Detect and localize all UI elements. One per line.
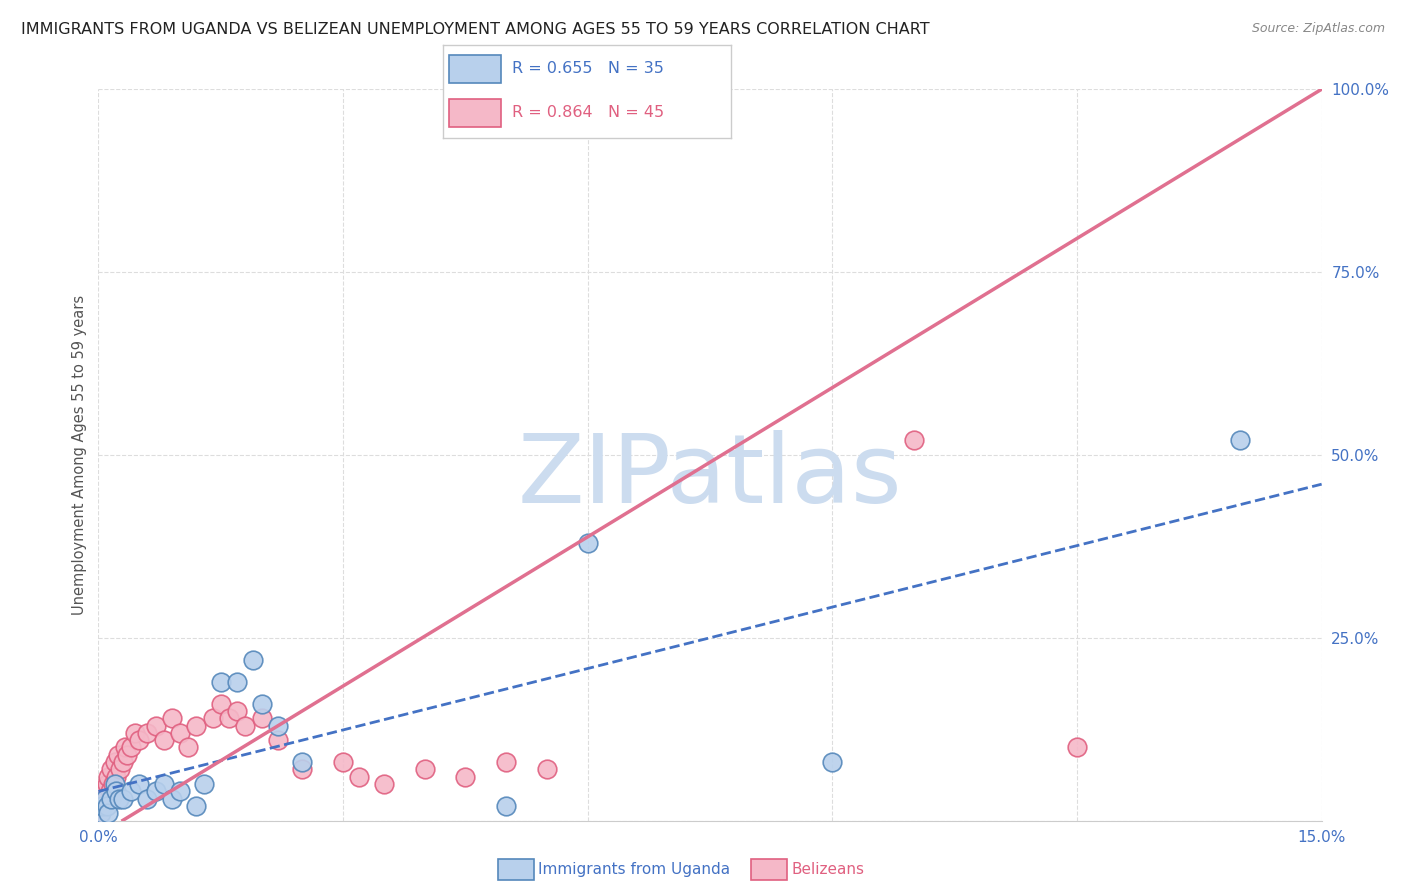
Point bbox=[90, 806, 112, 821]
Point bbox=[576, 89, 599, 103]
Point bbox=[250, 711, 273, 725]
Point bbox=[169, 726, 191, 740]
Point bbox=[233, 718, 256, 732]
Text: Source: ZipAtlas.com: Source: ZipAtlas.com bbox=[1251, 22, 1385, 36]
Text: Belizeans: Belizeans bbox=[792, 863, 865, 877]
Point bbox=[242, 653, 264, 667]
Point bbox=[250, 697, 273, 711]
Point bbox=[193, 777, 215, 791]
Point bbox=[413, 763, 436, 777]
Point bbox=[536, 763, 558, 777]
Point bbox=[373, 777, 395, 791]
Text: Immigrants from Uganda: Immigrants from Uganda bbox=[538, 863, 731, 877]
Point bbox=[332, 755, 354, 769]
Point bbox=[91, 799, 114, 814]
Point bbox=[821, 755, 844, 769]
Point bbox=[169, 784, 191, 798]
Point bbox=[209, 697, 232, 711]
Text: R = 0.655   N = 35: R = 0.655 N = 35 bbox=[512, 61, 664, 76]
Point bbox=[903, 434, 925, 448]
Point bbox=[124, 726, 146, 740]
Point bbox=[111, 755, 134, 769]
Point bbox=[218, 711, 240, 725]
Point bbox=[105, 770, 128, 784]
Point bbox=[97, 806, 120, 821]
Point bbox=[267, 718, 290, 732]
Point bbox=[201, 711, 224, 725]
Point bbox=[1066, 740, 1088, 755]
Point bbox=[136, 726, 159, 740]
Point bbox=[108, 763, 131, 777]
FancyBboxPatch shape bbox=[449, 55, 501, 83]
Point bbox=[186, 799, 208, 814]
Point bbox=[136, 791, 159, 805]
Point bbox=[100, 763, 122, 777]
Point bbox=[96, 777, 118, 791]
Point bbox=[186, 718, 208, 732]
Point bbox=[152, 733, 174, 747]
Point bbox=[152, 777, 174, 791]
Point bbox=[128, 777, 150, 791]
Point bbox=[105, 784, 128, 798]
Point bbox=[291, 755, 314, 769]
FancyBboxPatch shape bbox=[449, 99, 501, 127]
Point bbox=[94, 784, 117, 798]
Point bbox=[97, 770, 120, 784]
Point bbox=[617, 89, 640, 103]
Point bbox=[94, 791, 117, 805]
Point bbox=[160, 791, 183, 805]
Point bbox=[101, 777, 124, 791]
Y-axis label: Unemployment Among Ages 55 to 59 years: Unemployment Among Ages 55 to 59 years bbox=[72, 295, 87, 615]
Point bbox=[104, 755, 127, 769]
Text: ZIPatlas: ZIPatlas bbox=[517, 430, 903, 524]
Point bbox=[160, 711, 183, 725]
Point bbox=[267, 733, 290, 747]
Point bbox=[120, 740, 142, 755]
Point bbox=[226, 704, 249, 718]
Point bbox=[291, 763, 314, 777]
Point bbox=[576, 535, 599, 549]
Point bbox=[145, 784, 167, 798]
Text: IMMIGRANTS FROM UGANDA VS BELIZEAN UNEMPLOYMENT AMONG AGES 55 TO 59 YEARS CORREL: IMMIGRANTS FROM UGANDA VS BELIZEAN UNEMP… bbox=[21, 22, 929, 37]
Point bbox=[96, 799, 118, 814]
Point bbox=[104, 777, 127, 791]
Point bbox=[98, 784, 121, 798]
Point bbox=[349, 770, 371, 784]
Point bbox=[128, 733, 150, 747]
Point bbox=[209, 674, 232, 689]
Point bbox=[495, 799, 517, 814]
Text: R = 0.864   N = 45: R = 0.864 N = 45 bbox=[512, 104, 664, 120]
Point bbox=[120, 784, 142, 798]
Point bbox=[115, 747, 138, 762]
Point bbox=[91, 799, 114, 814]
Point bbox=[108, 791, 131, 805]
Point bbox=[100, 791, 122, 805]
Point bbox=[177, 740, 200, 755]
Point bbox=[454, 770, 477, 784]
Point bbox=[114, 740, 136, 755]
Point bbox=[107, 747, 129, 762]
Point bbox=[495, 755, 517, 769]
Point bbox=[90, 791, 112, 805]
Point bbox=[1229, 434, 1251, 448]
Point bbox=[89, 806, 111, 821]
Point bbox=[145, 718, 167, 732]
Point bbox=[111, 791, 134, 805]
Point bbox=[226, 674, 249, 689]
